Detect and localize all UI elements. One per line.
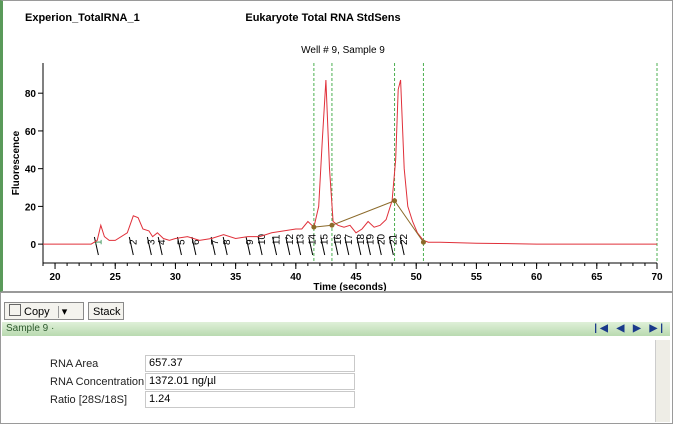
peak-label: 22 [399,233,410,245]
x-tick-label: 35 [230,272,242,283]
peak-label: 14 [308,233,319,245]
row-label: RNA Concentration [50,376,145,388]
peak-tick [344,236,350,256]
peak-tick [308,236,314,256]
peak-label: 18 [356,233,367,245]
peak-label: 4 [157,239,168,245]
peak-tick [388,236,394,256]
row-value: 1372.01 ng/µl [145,373,355,390]
region-marker [392,198,398,204]
peak-label: 17 [344,233,355,245]
y-tick-label: 60 [25,127,37,138]
row-label: Ratio [28S/18S] [50,394,128,406]
copy-button[interactable]: Copy ▾ [4,302,84,320]
peak-tick [93,236,99,256]
x-tick-label: 25 [110,272,122,283]
y-tick-label: 40 [25,165,37,176]
peak-tick [157,236,163,256]
x-tick-label: 40 [290,272,302,283]
peak-label: 10 [257,233,268,245]
peak-tick [320,236,326,256]
copy-label: Copy [24,306,50,318]
row-value: 1.24 [145,391,355,408]
x-tick-label: 30 [170,272,182,283]
x-tick-label: 20 [49,272,61,283]
peak-tick [272,236,278,256]
peak-tick [257,236,263,256]
peak-tick [222,236,228,256]
peak-tick [285,236,291,256]
y-axis-label: Fluorescence [11,130,22,195]
peak-tick [191,236,197,256]
peak-label: 21 [388,233,399,245]
peak-tick [128,236,134,256]
sample-bar: Sample 9 · |◀ ◀ ▶ ▶| [2,322,670,336]
chart-panel: Experion_TotalRNA_1 Eukaryote Total RNA … [0,0,673,293]
y-tick-label: 20 [25,202,37,213]
chart: Experion_TotalRNA_1 Eukaryote Total RNA … [11,12,663,293]
assay-name: Eukaryote Total RNA StdSens [245,12,400,24]
nav-arrows[interactable]: |◀ ◀ ▶ ▶| [594,323,666,334]
peak-tick [296,236,302,256]
chart-title: Well # 9, Sample 9 [301,45,385,56]
region-marker [329,222,335,228]
peak-label: 19 [365,233,376,245]
x-tick-label: 50 [411,272,423,283]
peak-label: 1 [93,239,104,245]
peak-label: 13 [296,233,307,245]
peak-tick [333,236,339,256]
peak-tick [356,236,362,256]
row-label: RNA Area [50,358,99,370]
y-tick-label: 80 [25,89,37,100]
peak-label: 20 [376,233,387,245]
row-value: 657.37 [145,355,355,372]
plot-area [43,63,657,263]
peak-tick [146,236,152,256]
stack-label: Stack [93,306,121,318]
peak-label: 12 [285,233,296,245]
peak-label: 6 [191,239,202,245]
peak-label: 7 [210,239,221,245]
peak-tick [376,236,382,256]
region-marker [420,239,426,245]
x-tick-label: 55 [471,272,483,283]
peak-label: 15 [320,233,331,245]
peak-tick [399,236,405,256]
x-axis-label: Time (seconds) [313,282,386,291]
peak-label: 9 [245,239,256,245]
sample-name: Sample 9 [6,323,49,334]
stack-button[interactable]: Stack [88,302,124,320]
peak-tick [365,236,371,256]
x-tick-label: 65 [591,272,603,283]
marker-link [313,200,424,243]
peak-label: 5 [176,239,187,245]
x-tick-label: 60 [531,272,543,283]
file-name: Experion_TotalRNA_1 [25,12,140,24]
peak-label: 16 [333,233,344,245]
peak-label: 2 [128,239,139,245]
y-tick-label: 0 [30,240,36,251]
x-tick-label: 70 [651,272,663,283]
region-marker [311,224,317,230]
peak-label: 3 [146,239,157,245]
peak-tick [245,236,251,256]
scrollbar[interactable] [655,340,670,422]
peak-tick [210,236,216,256]
peak-label: 8 [222,239,233,245]
peak-tick [176,236,182,256]
x-tick-label: 45 [350,272,362,283]
peak-label: 11 [272,234,283,245]
